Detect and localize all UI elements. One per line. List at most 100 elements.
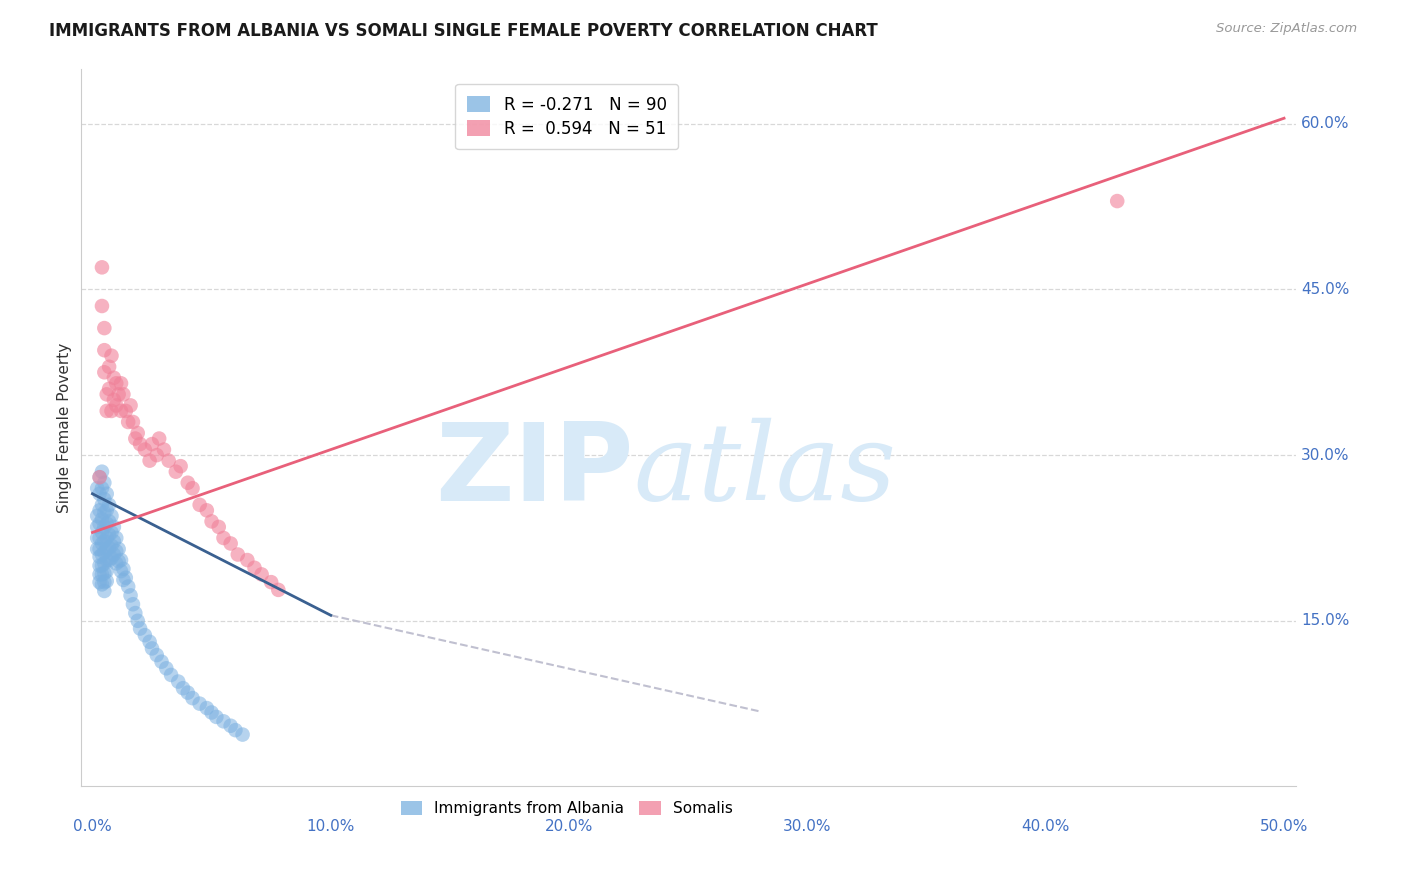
Point [105, 399, 128, 413]
Point [98, 553, 121, 567]
Point [120, 399, 142, 413]
Text: 45.0%: 45.0% [1301, 282, 1350, 297]
Text: 40.0%: 40.0% [1022, 819, 1070, 834]
Text: 60.0%: 60.0% [1301, 116, 1350, 131]
Point [127, 425, 149, 440]
Point [89, 487, 111, 501]
Point [226, 548, 249, 562]
Point [91, 548, 114, 562]
Point [86, 531, 108, 545]
Point [219, 536, 242, 550]
Point [93, 520, 115, 534]
Text: 0.0%: 0.0% [73, 819, 112, 834]
Point [236, 553, 259, 567]
Point [93, 545, 115, 559]
Point [250, 567, 273, 582]
Point [89, 558, 111, 573]
Point [93, 343, 115, 358]
Point [93, 575, 115, 590]
Point [91, 536, 114, 550]
Point [155, 661, 177, 675]
Text: IMMIGRANTS FROM ALBANIA VS SOMALI SINGLE FEMALE POVERTY CORRELATION CHART: IMMIGRANTS FROM ALBANIA VS SOMALI SINGLE… [49, 22, 877, 40]
Point [96, 553, 118, 567]
Point [100, 349, 122, 363]
Point [93, 365, 115, 379]
Point [260, 575, 283, 590]
Point [177, 685, 200, 699]
Point [89, 470, 111, 484]
Point [232, 728, 254, 742]
Point [96, 541, 118, 556]
Point [107, 387, 129, 401]
Point [100, 539, 122, 553]
Point [91, 558, 114, 573]
Point [148, 432, 170, 446]
Point [122, 597, 145, 611]
Point [100, 525, 122, 540]
Point [114, 404, 136, 418]
Point [177, 475, 200, 490]
Point [86, 541, 108, 556]
Point [96, 487, 118, 501]
Point [134, 628, 156, 642]
Text: 30.0%: 30.0% [783, 819, 831, 834]
Point [138, 634, 160, 648]
Point [89, 531, 111, 545]
Point [89, 541, 111, 556]
Point [114, 571, 136, 585]
Point [110, 404, 132, 418]
Text: 20.0%: 20.0% [546, 819, 593, 834]
Point [105, 544, 128, 558]
Point [93, 566, 115, 581]
Point [93, 584, 115, 599]
Point [96, 404, 118, 418]
Point [89, 549, 111, 564]
Point [181, 481, 204, 495]
Point [86, 481, 108, 495]
Point [165, 465, 187, 479]
Point [124, 432, 146, 446]
Point [98, 382, 121, 396]
Text: 30.0%: 30.0% [1301, 448, 1350, 463]
Point [86, 508, 108, 523]
Point [96, 531, 118, 545]
Point [150, 655, 173, 669]
Point [169, 459, 191, 474]
Point [153, 442, 176, 457]
Point [208, 520, 231, 534]
Point [89, 503, 111, 517]
Point [267, 582, 290, 597]
Point [1107, 194, 1129, 208]
Point [195, 701, 218, 715]
Text: 15.0%: 15.0% [1301, 614, 1350, 628]
Point [91, 567, 114, 582]
Point [110, 553, 132, 567]
Point [86, 520, 108, 534]
Point [96, 574, 118, 588]
Point [110, 564, 132, 578]
Point [157, 453, 180, 467]
Point [98, 527, 121, 541]
Point [91, 498, 114, 512]
Point [96, 564, 118, 578]
Point [91, 525, 114, 540]
Point [93, 492, 115, 507]
Text: 10.0%: 10.0% [307, 819, 354, 834]
Point [117, 580, 139, 594]
Point [188, 498, 211, 512]
Point [93, 475, 115, 490]
Point [98, 498, 121, 512]
Point [103, 371, 125, 385]
Point [103, 534, 125, 549]
Point [103, 548, 125, 562]
Point [124, 606, 146, 620]
Point [91, 577, 114, 591]
Point [205, 710, 228, 724]
Point [112, 387, 135, 401]
Point [138, 453, 160, 467]
Point [103, 520, 125, 534]
Point [103, 392, 125, 407]
Point [98, 359, 121, 374]
Point [200, 706, 222, 720]
Point [105, 557, 128, 571]
